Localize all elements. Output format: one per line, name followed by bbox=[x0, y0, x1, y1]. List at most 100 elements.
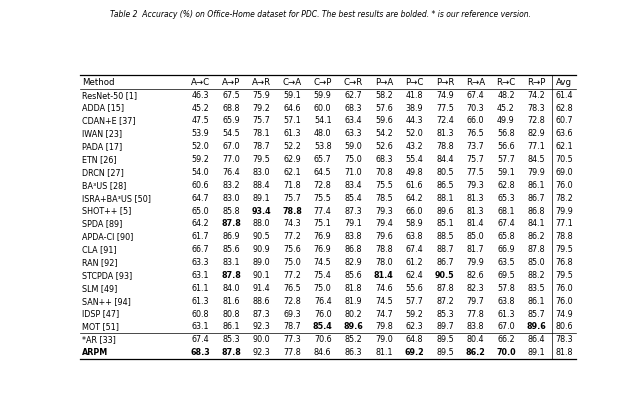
Text: 87.8: 87.8 bbox=[221, 348, 241, 357]
Text: 89.7: 89.7 bbox=[436, 322, 454, 331]
Text: 81.3: 81.3 bbox=[467, 194, 484, 203]
Text: 81.7: 81.7 bbox=[467, 245, 484, 254]
Text: 87.8: 87.8 bbox=[436, 284, 454, 293]
Text: 86.2: 86.2 bbox=[528, 232, 545, 241]
Text: 66.7: 66.7 bbox=[192, 245, 209, 254]
Text: 85.3: 85.3 bbox=[222, 335, 240, 344]
Text: 78.8: 78.8 bbox=[375, 245, 392, 254]
Text: 85.4: 85.4 bbox=[344, 194, 362, 203]
Text: 65.0: 65.0 bbox=[192, 206, 209, 216]
Text: 54.2: 54.2 bbox=[375, 129, 393, 138]
Text: C→R: C→R bbox=[344, 78, 363, 87]
Text: 48.0: 48.0 bbox=[314, 129, 332, 138]
Text: 60.6: 60.6 bbox=[192, 181, 209, 190]
Text: 71.0: 71.0 bbox=[344, 168, 362, 177]
Text: 49.9: 49.9 bbox=[497, 116, 515, 125]
Text: 88.4: 88.4 bbox=[253, 181, 271, 190]
Text: 75.0: 75.0 bbox=[344, 155, 362, 164]
Text: 86.2: 86.2 bbox=[465, 348, 485, 357]
Text: 59.1: 59.1 bbox=[497, 168, 515, 177]
Text: 84.5: 84.5 bbox=[528, 155, 545, 164]
Text: 84.4: 84.4 bbox=[436, 155, 454, 164]
Text: 66.0: 66.0 bbox=[406, 206, 423, 216]
Text: 81.3: 81.3 bbox=[467, 206, 484, 216]
Text: 63.8: 63.8 bbox=[406, 232, 423, 241]
Text: SAN++ [94]: SAN++ [94] bbox=[82, 297, 131, 306]
Text: 81.1: 81.1 bbox=[375, 348, 392, 357]
Text: 76.5: 76.5 bbox=[284, 284, 301, 293]
Text: 61.4: 61.4 bbox=[555, 91, 573, 100]
Text: 86.8: 86.8 bbox=[344, 245, 362, 254]
Text: 90.0: 90.0 bbox=[253, 335, 271, 344]
Text: 80.4: 80.4 bbox=[467, 335, 484, 344]
Text: 77.2: 77.2 bbox=[284, 232, 301, 241]
Text: 74.5: 74.5 bbox=[314, 258, 332, 267]
Text: 85.2: 85.2 bbox=[344, 335, 362, 344]
Text: 67.4: 67.4 bbox=[192, 335, 209, 344]
Text: 82.9: 82.9 bbox=[344, 258, 362, 267]
Text: 63.1: 63.1 bbox=[192, 322, 209, 331]
Text: 62.8: 62.8 bbox=[555, 103, 573, 112]
Text: 79.5: 79.5 bbox=[555, 271, 573, 280]
Text: 81.8: 81.8 bbox=[555, 348, 573, 357]
Text: 46.3: 46.3 bbox=[192, 91, 209, 100]
Text: 85.4: 85.4 bbox=[313, 322, 333, 331]
Text: 68.3: 68.3 bbox=[344, 103, 362, 112]
Text: 84.0: 84.0 bbox=[222, 284, 240, 293]
Text: 88.0: 88.0 bbox=[253, 219, 271, 228]
Text: 77.1: 77.1 bbox=[527, 142, 545, 151]
Text: 52.0: 52.0 bbox=[192, 142, 209, 151]
Text: 75.0: 75.0 bbox=[284, 258, 301, 267]
Text: 77.0: 77.0 bbox=[222, 155, 240, 164]
Text: 85.8: 85.8 bbox=[222, 206, 240, 216]
Text: 75.7: 75.7 bbox=[467, 155, 484, 164]
Text: 79.0: 79.0 bbox=[375, 335, 393, 344]
Text: 57.7: 57.7 bbox=[405, 297, 423, 306]
Text: 89.6: 89.6 bbox=[436, 206, 454, 216]
Text: 44.3: 44.3 bbox=[406, 116, 423, 125]
Text: 61.3: 61.3 bbox=[497, 310, 515, 319]
Text: 87.3: 87.3 bbox=[253, 310, 271, 319]
Text: 81.4: 81.4 bbox=[467, 219, 484, 228]
Text: 57.8: 57.8 bbox=[497, 284, 515, 293]
Text: 54.0: 54.0 bbox=[192, 168, 209, 177]
Text: 72.8: 72.8 bbox=[314, 181, 332, 190]
Text: 89.6: 89.6 bbox=[527, 322, 547, 331]
Text: 79.3: 79.3 bbox=[375, 206, 393, 216]
Text: 76.0: 76.0 bbox=[314, 310, 332, 319]
Text: 81.4: 81.4 bbox=[374, 271, 394, 280]
Text: 62.8: 62.8 bbox=[497, 181, 515, 190]
Text: SPDA [89]: SPDA [89] bbox=[82, 219, 122, 228]
Text: 79.5: 79.5 bbox=[555, 245, 573, 254]
Text: IDSP [47]: IDSP [47] bbox=[82, 310, 119, 319]
Text: 85.6: 85.6 bbox=[222, 245, 240, 254]
Text: 45.2: 45.2 bbox=[497, 103, 515, 112]
Text: 78.8: 78.8 bbox=[555, 232, 573, 241]
Text: ISRA+BA³US [50]: ISRA+BA³US [50] bbox=[82, 194, 151, 203]
Text: 59.6: 59.6 bbox=[375, 116, 393, 125]
Text: 78.2: 78.2 bbox=[555, 194, 573, 203]
Text: 66.2: 66.2 bbox=[497, 335, 515, 344]
Text: 49.8: 49.8 bbox=[406, 168, 423, 177]
Text: 64.5: 64.5 bbox=[314, 168, 332, 177]
Text: 86.1: 86.1 bbox=[528, 297, 545, 306]
Text: 61.1: 61.1 bbox=[192, 284, 209, 293]
Text: 38.9: 38.9 bbox=[406, 103, 423, 112]
Text: 59.1: 59.1 bbox=[284, 91, 301, 100]
Text: 75.1: 75.1 bbox=[314, 219, 332, 228]
Text: 79.9: 79.9 bbox=[467, 258, 484, 267]
Text: 73.7: 73.7 bbox=[467, 142, 484, 151]
Text: 63.4: 63.4 bbox=[344, 116, 362, 125]
Text: 62.7: 62.7 bbox=[344, 91, 362, 100]
Text: 79.3: 79.3 bbox=[467, 181, 484, 190]
Text: 77.8: 77.8 bbox=[284, 348, 301, 357]
Text: 79.2: 79.2 bbox=[253, 103, 271, 112]
Text: RAN [92]: RAN [92] bbox=[82, 258, 118, 267]
Text: 57.7: 57.7 bbox=[497, 155, 515, 164]
Text: 61.2: 61.2 bbox=[406, 258, 423, 267]
Text: 92.3: 92.3 bbox=[253, 322, 271, 331]
Text: 43.2: 43.2 bbox=[406, 142, 423, 151]
Text: PADA [17]: PADA [17] bbox=[82, 142, 122, 151]
Text: 68.1: 68.1 bbox=[497, 206, 515, 216]
Text: 85.7: 85.7 bbox=[527, 310, 545, 319]
